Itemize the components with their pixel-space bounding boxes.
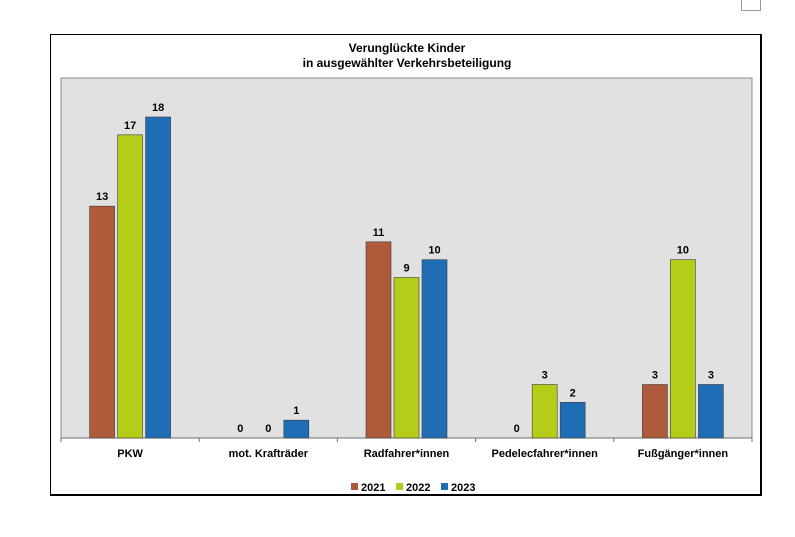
bars-group (89, 116, 724, 439)
bar (89, 205, 115, 439)
bar (642, 384, 668, 439)
legend-swatch (351, 483, 358, 490)
bar (283, 419, 310, 439)
bar (117, 134, 143, 439)
category-label: Pedelecfahrer*innen (492, 448, 599, 460)
chart-subtitle: in ausgewählter Verkehrsbeteiligung (303, 56, 512, 70)
bar (365, 241, 392, 439)
value-label: 10 (677, 245, 689, 257)
value-label: 1 (293, 405, 299, 417)
value-label: 3 (542, 370, 548, 382)
category-label: Fußgänger*innen (638, 448, 729, 460)
legend-label: 2022 (406, 482, 430, 494)
value-label: 3 (652, 370, 658, 382)
bar (421, 259, 448, 439)
bar (559, 402, 586, 439)
legend-swatch (396, 483, 403, 490)
category-labels-group: PKW mot. Krafträder Radfahrer*innen Pedelec… (117, 448, 728, 460)
corner-box (741, 0, 761, 11)
value-label: 0 (514, 423, 520, 435)
bar (670, 259, 696, 439)
chart-title: Verunglückte Kinder (349, 41, 466, 55)
bar (698, 384, 724, 439)
value-label: 3 (708, 370, 714, 382)
bar (393, 277, 420, 439)
value-label: 2 (570, 387, 576, 399)
category-label: PKW (117, 448, 143, 460)
legend-swatch (441, 483, 448, 490)
value-label: 17 (124, 120, 136, 132)
value-label: 0 (237, 423, 243, 435)
bar (531, 384, 558, 439)
category-label: Radfahrer*innen (364, 448, 450, 460)
value-label: 11 (373, 227, 385, 239)
value-label: 13 (96, 191, 108, 203)
legend-label: 2023 (451, 482, 475, 494)
value-label: 9 (403, 263, 409, 275)
category-label: mot. Krafträder (229, 448, 309, 460)
value-label: 0 (265, 423, 271, 435)
value-label: 10 (428, 245, 440, 257)
value-label: 18 (152, 102, 164, 114)
legend-label: 2021 (361, 482, 385, 494)
bar (145, 116, 171, 439)
legend: 2021 2022 2023 (351, 482, 475, 494)
